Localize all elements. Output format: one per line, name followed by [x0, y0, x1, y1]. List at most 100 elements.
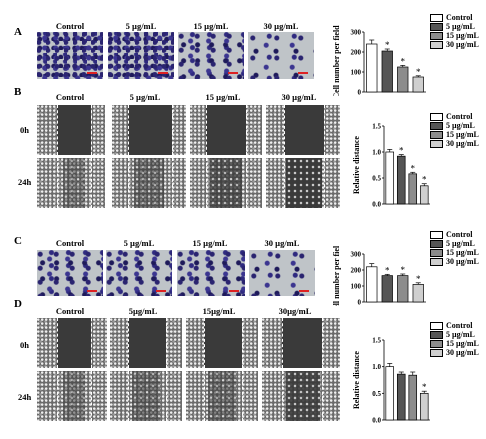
legend-a: Control 5 µg/mL 15 µg/mL 30 µg/mL: [430, 13, 479, 49]
legend-swatch: [430, 112, 443, 121]
legend-item: 5 µg/mL: [430, 330, 479, 339]
legend-d: Control 5 µg/mL 15 µg/mL 30 µg/mL: [430, 321, 479, 357]
col-label-b-5: 5 µg/mL: [129, 92, 161, 102]
transwell-image-c-control: [37, 250, 103, 296]
legend-swatch: [430, 348, 443, 357]
legend-swatch: [430, 13, 443, 22]
legend-item: 30 µg/mL: [430, 348, 479, 357]
wound-image-d-5-0h: [110, 318, 182, 368]
transwell-image-a-5: [108, 32, 174, 79]
y-tick-label: 0: [358, 89, 362, 97]
legend-swatch: [430, 31, 443, 40]
transwell-image-a-30: [248, 32, 314, 79]
y-tick-label: 0.0: [372, 201, 381, 209]
wound-image-d-30-0h: [262, 318, 340, 368]
legend-item: 15 µg/mL: [430, 31, 479, 40]
significance-star: *: [416, 274, 421, 284]
bar: [397, 66, 409, 93]
legend-item: 30 µg/mL: [430, 257, 479, 266]
legend-item: 5 µg/mL: [430, 239, 479, 248]
wound-image-b-30-0h: [266, 105, 340, 155]
legend-swatch: [430, 22, 443, 31]
bar: [419, 392, 429, 421]
bar-chart-b: Relative distance 0.0 0.5 1.0 1.5 * * *: [352, 123, 430, 209]
col-label-b-30: 30 µg/mL: [281, 92, 317, 102]
bar: [396, 155, 406, 205]
wound-image-b-5-0h: [112, 105, 186, 155]
bar: [385, 366, 395, 421]
y-tick-label: 1.5: [372, 337, 381, 345]
legend-b: Control 5 µg/mL 15 µg/mL 30 µg/mL: [430, 112, 479, 148]
significance-star: *: [385, 265, 390, 275]
bar: [366, 43, 378, 93]
col-label-a-30: 30 µg/mL: [263, 21, 299, 31]
wound-image-d-5-24h: [110, 371, 182, 421]
wound-image-d-control-0h: [37, 318, 107, 368]
bar-chart-a: Cell number per field 0 100 200 300 * * *: [332, 25, 426, 97]
wound-image-d-15-0h: [186, 318, 258, 368]
col-label-c-control: Control: [55, 238, 85, 248]
significance-star: *: [411, 163, 416, 173]
wound-image-d-15-24h: [186, 371, 258, 421]
transwell-image-c-5: [106, 250, 172, 296]
row-label-d-24h: 24h: [18, 392, 32, 402]
transwell-image-a-15: [178, 32, 244, 79]
wound-image-d-control-24h: [37, 371, 107, 421]
legend-item: Control: [430, 230, 479, 239]
significance-star: *: [399, 146, 404, 156]
bar: [366, 266, 378, 303]
y-tick-label: 300: [351, 251, 362, 259]
y-tick-label: 100: [351, 283, 362, 291]
wound-image-b-5-24h: [112, 158, 186, 208]
legend-item: 5 µg/mL: [430, 22, 479, 31]
legend-item: Control: [430, 13, 479, 22]
row-label-b-0h: 0h: [20, 125, 29, 135]
legend-swatch: [430, 40, 443, 49]
y-tick-label: 0: [358, 299, 362, 307]
col-label-c-30: 30 µg/mL: [264, 238, 300, 248]
legend-c: Control 5 µg/mL 15 µg/mL 30 µg/mL: [430, 230, 479, 266]
col-label-a-15: 15 µg/mL: [193, 21, 229, 31]
bar-chart-d: Relative distance 0.0 0.5 1.0 1.5 *: [352, 337, 430, 425]
row-label-b-24h: 24h: [18, 177, 32, 187]
legend-item: 15 µg/mL: [430, 248, 479, 257]
panel-letter-d: D: [14, 298, 22, 310]
transwell-image-a-control: [37, 32, 103, 79]
wound-image-b-15-24h: [190, 158, 262, 208]
bar: [396, 373, 406, 421]
legend-swatch: [430, 239, 443, 248]
legend-swatch: [430, 321, 443, 330]
bar: [412, 76, 424, 93]
significance-star: *: [422, 382, 427, 392]
y-tick-label: 1.0: [372, 149, 381, 157]
transwell-image-c-15: [177, 250, 245, 296]
bar: [397, 275, 409, 303]
bar: [385, 151, 395, 205]
legend-swatch: [430, 230, 443, 239]
y-axis-label: Relative distance: [352, 351, 361, 409]
legend-swatch: [430, 139, 443, 148]
panel-letter-c: C: [14, 235, 22, 247]
legend-swatch: [430, 248, 443, 257]
wound-image-b-control-0h: [37, 105, 105, 155]
col-label-c-5: 5 µg/mL: [123, 238, 155, 248]
y-tick-label: 1.5: [372, 123, 381, 131]
y-tick-label: 1.0: [372, 363, 381, 371]
significance-star: *: [401, 56, 406, 66]
y-axis-label: Cell number per field: [332, 25, 341, 96]
legend-item: Control: [430, 321, 479, 330]
wound-image-d-30-24h: [262, 371, 340, 421]
y-axis-label: Relative distance: [352, 136, 361, 194]
col-label-b-control: Control: [55, 92, 85, 102]
significance-star: *: [385, 40, 390, 50]
y-tick-label: 0.0: [372, 417, 381, 425]
row-label-d-0h: 0h: [20, 340, 29, 350]
y-tick-label: 100: [351, 69, 362, 77]
legend-item: 5 µg/mL: [430, 121, 479, 130]
col-label-c-15: 15 µg/mL: [192, 238, 228, 248]
bar: [408, 374, 418, 421]
legend-item: Control: [430, 112, 479, 121]
significance-star: *: [422, 175, 427, 185]
legend-swatch: [430, 130, 443, 139]
y-tick-label: 0.5: [372, 175, 381, 183]
